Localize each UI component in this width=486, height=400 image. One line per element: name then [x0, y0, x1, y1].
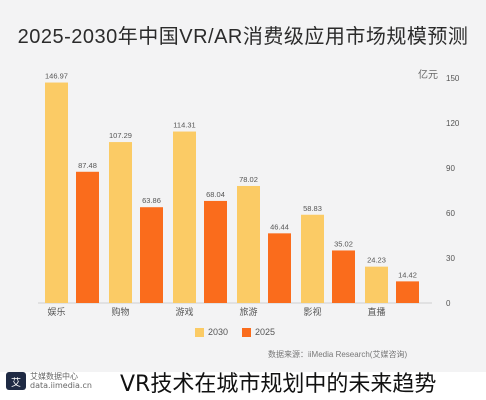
bar-value-label: 24.23 [367, 256, 386, 265]
bar-2030 [237, 185, 260, 303]
bar-value-label: 58.83 [303, 204, 322, 213]
category-label: 游戏 [175, 306, 193, 318]
bar-value-label: 46.44 [270, 222, 289, 231]
bar-2025 [204, 200, 227, 303]
logo-text-block: 艾媒数据中心 data.iimedia.cn [30, 372, 92, 390]
y-axis-unit: 亿元 [418, 70, 438, 81]
bar-2025 [76, 171, 99, 303]
bar-2030 [365, 266, 388, 303]
category-label: 购物 [111, 306, 129, 318]
bar-2025 [332, 250, 355, 303]
bar-value-label: 114.31 [173, 121, 195, 130]
bar-value-label: 78.02 [239, 175, 258, 184]
y-tick-label: 30 [446, 254, 455, 263]
bar-value-label: 35.02 [334, 239, 353, 248]
bar-value-label: 68.04 [206, 190, 225, 199]
legend-item-2030: 2030 [195, 327, 228, 337]
y-tick-label: 60 [446, 209, 455, 218]
bar-2030 [301, 214, 324, 303]
iimedia-logo: 艾 艾媒数据中心 data.iimedia.cn [6, 372, 92, 390]
bar-value-label: 63.86 [142, 196, 161, 205]
bar-2025 [268, 233, 291, 303]
legend-swatch-2025 [242, 327, 252, 337]
bar-2025 [396, 281, 419, 303]
bar-value-label: 107.29 [109, 131, 132, 140]
logo-line-1: 艾媒数据中心 [30, 372, 78, 381]
category-label: 娱乐 [47, 306, 65, 318]
bar-2030 [173, 131, 196, 303]
category-label: 直播 [367, 306, 385, 318]
chart-title: 2025-2030年中国VR/AR消费级应用市场规模预测 [17, 26, 469, 48]
y-tick-label: 90 [446, 164, 455, 173]
y-tick-label: 0 [446, 299, 451, 308]
bar-chart: 0 30 60 90 120 150 146.97 87.48 娱乐 107.29 63.86 购物 1… [38, 72, 460, 318]
legend-label-2030: 2030 [208, 327, 229, 337]
legend-item-2025: 2025 [242, 327, 275, 337]
y-tick-label: 150 [446, 74, 460, 83]
y-tick-label: 120 [446, 119, 460, 128]
category-label: 影视 [303, 306, 321, 318]
legend: 2030 2025 [195, 327, 275, 337]
bar-value-label: 146.97 [45, 72, 68, 81]
data-source: 数据来源：iiMedia Research(艾媒咨询) [268, 350, 408, 359]
category-label: 旅游 [239, 306, 257, 318]
logo-mark: 艾 [6, 372, 26, 390]
logo-line-2: data.iimedia.cn [30, 381, 92, 390]
bar-2025 [140, 207, 163, 303]
legend-label-2025: 2025 [255, 327, 276, 337]
bar-2030 [45, 82, 68, 303]
caption: VR技术在城市规划中的未来趋势 [120, 372, 437, 397]
bar-value-label: 14.42 [398, 270, 417, 279]
bar-value-label: 87.48 [78, 161, 97, 170]
legend-swatch-2030 [195, 327, 204, 337]
bar-2030 [109, 142, 132, 303]
